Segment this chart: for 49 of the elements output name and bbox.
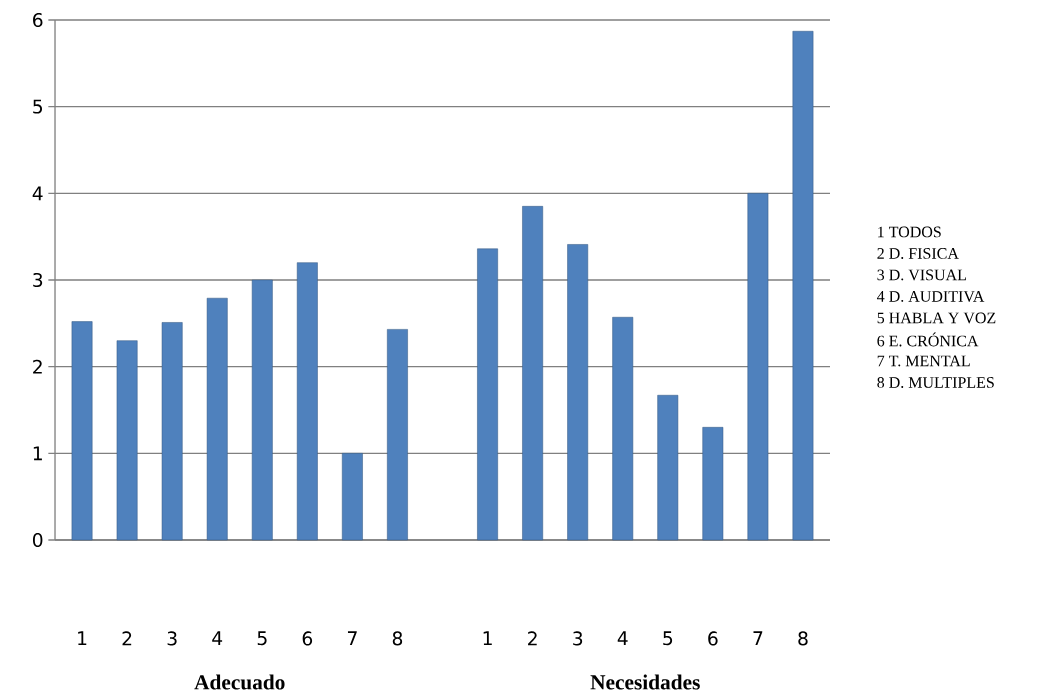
text: 5 HABLA Y VOZ [877, 312, 996, 324]
x-tick-label: 6 [708, 631, 718, 646]
x-tick-label: 3 [573, 631, 583, 646]
bar [792, 30, 814, 541]
x-tick-label: 7 [347, 631, 357, 645]
bar [296, 262, 318, 541]
bar [747, 193, 769, 541]
bar [612, 316, 634, 541]
x-tick-label: 1 [483, 631, 492, 645]
y-tick-label: 1 [33, 446, 42, 461]
x-tick-label: 2 [528, 631, 537, 646]
bar [387, 329, 408, 541]
text: 7 T. MENTAL [877, 355, 970, 367]
bar [341, 453, 363, 541]
y-tick-label: 5 [33, 99, 42, 114]
x-tick-label: 3 [167, 631, 177, 646]
text: 8 D. MULTIPLES [877, 377, 994, 388]
text: 6 E. CRÓNICA [877, 332, 979, 347]
x-tick-label: 2 [122, 631, 132, 646]
bar [477, 248, 498, 541]
bar [522, 206, 544, 541]
x-tick-label: 1 [78, 631, 87, 645]
text: 4 D. AUDITIVA [877, 291, 985, 302]
y-tick-label: 3 [33, 272, 43, 288]
bar [567, 244, 589, 541]
bar [702, 427, 724, 541]
y-tick-label: 6 [33, 12, 43, 28]
x-tick-label: 5 [257, 631, 267, 646]
x-tick-label: 4 [617, 631, 628, 645]
text: Adecuado [194, 674, 285, 690]
text: 1 TODOS [878, 226, 941, 238]
bar [161, 322, 183, 541]
text: 2 D. FISICA [877, 248, 959, 259]
bar [657, 394, 679, 541]
bar [206, 297, 228, 541]
x-tick-label: 5 [663, 631, 673, 646]
y-tick-label: 2 [33, 359, 42, 374]
text: 3 D. VISUAL [877, 269, 966, 281]
bar [71, 321, 93, 541]
x-tick-label: 7 [753, 631, 763, 645]
bar [251, 279, 273, 541]
x-tick-label: 8 [798, 631, 808, 646]
x-tick-label: 8 [392, 631, 403, 646]
y-tick-label: 4 [32, 186, 43, 201]
x-tick-label: 4 [212, 631, 223, 645]
bar [116, 340, 138, 541]
y-tick-label: 0 [32, 532, 43, 548]
x-tick-label: 6 [302, 631, 313, 646]
text: Necesidades [590, 674, 700, 690]
